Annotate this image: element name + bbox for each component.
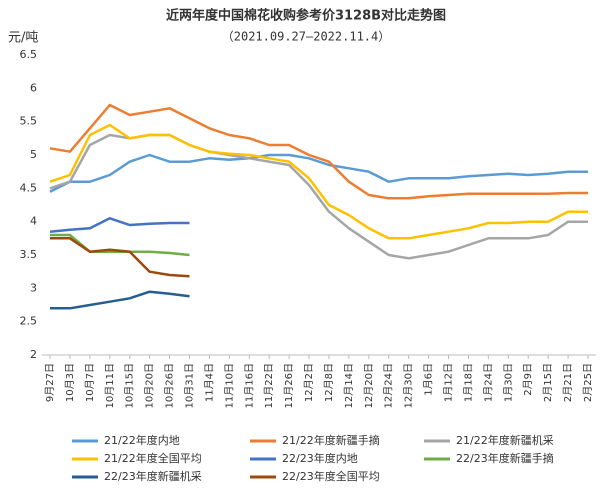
legend-label: 21/22年度新疆机采 — [456, 433, 554, 447]
y-tick-label: 4 — [30, 215, 37, 228]
x-tick-label: 2月9日 — [522, 363, 534, 396]
series-line — [49, 217, 190, 233]
x-tick-label: 12月24日 — [383, 363, 395, 408]
y-tick-label: 6.5 — [20, 48, 38, 61]
x-tick-label: 10月31日 — [183, 363, 195, 408]
series-line — [49, 133, 588, 260]
x-tick-label: 12月2日 — [303, 363, 315, 402]
x-tick-label: 11月26日 — [283, 363, 295, 408]
x-tick-label: 1月18日 — [462, 363, 474, 402]
x-tick-label: 12月14日 — [343, 363, 355, 408]
x-tick-label: 11月4日 — [203, 363, 215, 402]
series-line — [50, 237, 190, 278]
x-tick-label: 11月10日 — [223, 363, 235, 408]
x-tick-label: 1月24日 — [482, 363, 494, 402]
x-tick-label: 12月30日 — [403, 363, 415, 408]
y-tick-label: 3.5 — [20, 248, 38, 261]
x-tick-label: 9月27日 — [44, 363, 56, 402]
legend-label: 21/22年度新疆手摘 — [282, 433, 380, 447]
y-tick-label: 2 — [30, 348, 37, 361]
legend-label: 22/23年度新疆手摘 — [456, 451, 554, 465]
x-tick-label: 10月20日 — [144, 363, 156, 408]
x-tick-label: 10月7日 — [84, 363, 96, 402]
x-tick-label: 10月11日 — [104, 363, 116, 408]
legend-label: 21/22年度内地 — [104, 433, 180, 447]
x-tick-label: 1月6日 — [423, 363, 435, 396]
legend-label: 21/22年度全国平均 — [104, 451, 202, 465]
chart-subtitle: （2021.09.27—2022.11.4） — [222, 30, 391, 44]
y-tick-label: 5 — [30, 148, 37, 161]
x-tick-label: 12月20日 — [363, 363, 375, 408]
y-tick-label: 3 — [30, 281, 37, 294]
series-line — [50, 290, 190, 310]
x-tick-label: 10月15日 — [124, 363, 136, 408]
legend-label: 22/23年度内地 — [282, 451, 358, 465]
series-line — [49, 103, 588, 200]
x-tick-label: 11月22日 — [263, 363, 275, 408]
y-tick-label: 2.5 — [20, 315, 38, 328]
legend-label: 22/23年度新疆机采 — [104, 469, 202, 483]
x-tick-label: 10月26日 — [164, 363, 176, 408]
legend-label: 22/23年度全国平均 — [282, 469, 380, 483]
y-tick-label: 6 — [30, 81, 37, 94]
y-tick-label: 5.5 — [20, 115, 38, 128]
x-tick-label: 2月21日 — [562, 363, 574, 402]
x-tick-label: 10月3日 — [64, 363, 76, 402]
x-tick-label: 11月16日 — [243, 363, 255, 408]
chart-title: 近两年度中国棉花收购参考价3128B对比走势图 — [166, 8, 446, 24]
series-line — [49, 123, 588, 240]
x-tick-label: 1月12日 — [443, 363, 455, 402]
x-tick-label: 2月25日 — [582, 363, 594, 402]
series-line — [49, 153, 588, 193]
x-tick-label: 1月30日 — [502, 363, 514, 402]
y-axis-label: 元/吨 — [8, 31, 38, 46]
y-tick-label: 4.5 — [20, 181, 38, 194]
x-tick-label: 12月8日 — [323, 363, 335, 402]
x-tick-label: 2月15日 — [542, 363, 554, 402]
